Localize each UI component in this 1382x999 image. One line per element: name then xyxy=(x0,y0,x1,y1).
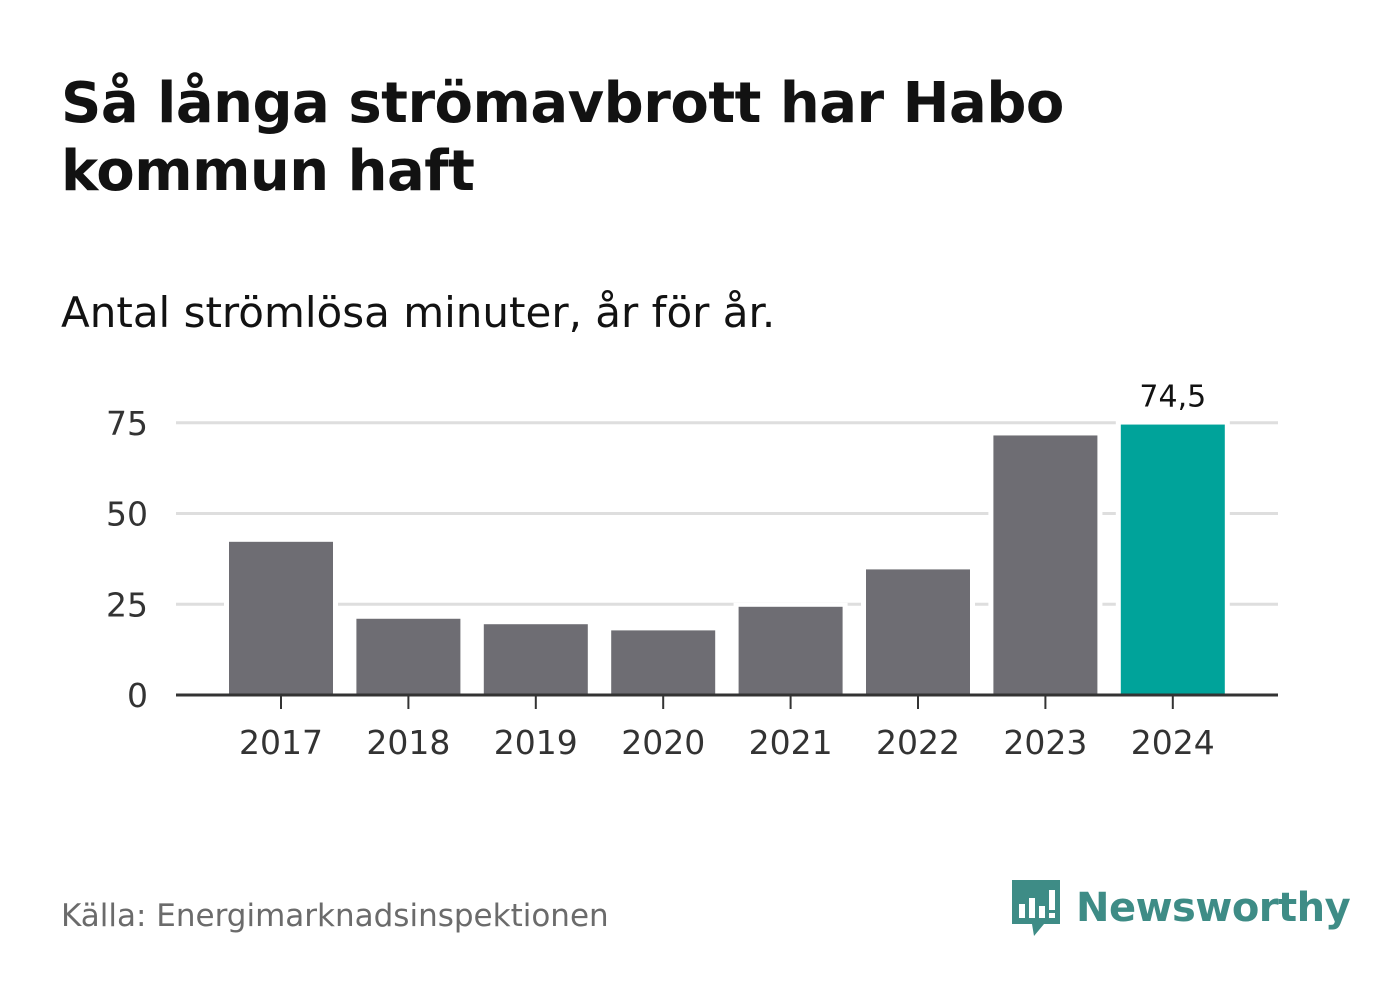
x-tick-label: 2022 xyxy=(876,723,960,762)
bar-2023 xyxy=(993,435,1098,695)
x-tick-label: 2024 xyxy=(1131,723,1215,762)
newsworthy-logo-icon xyxy=(1012,880,1060,936)
chart-title: Så långa strömavbrott har Habo kommun ha… xyxy=(61,71,1064,204)
bar-2018 xyxy=(356,618,461,695)
bar-2020 xyxy=(611,630,716,695)
chart-subtitle: Antal strömlösa minuter, år för år. xyxy=(61,288,776,337)
y-tick-label: 50 xyxy=(106,495,148,534)
x-tick-label: 2021 xyxy=(749,723,833,762)
labels: 0 25 50 75 2017 2018 2019 2020 2021 2022 2023 2024 7… xyxy=(106,380,1215,762)
x-tick-label: 2023 xyxy=(1003,723,1087,762)
brand-logo: Newsworthy xyxy=(1010,878,1351,938)
bar-2021 xyxy=(738,606,843,695)
bar-chart: 0 25 50 75 2017 2018 2019 2020 2021 2022 2023 2024 7… xyxy=(106,380,1278,762)
x-tick-label: 2018 xyxy=(366,723,450,762)
x-axis xyxy=(176,693,1278,709)
data-label: 74,5 xyxy=(1139,380,1206,415)
x-tick-label: 2017 xyxy=(239,723,323,762)
brand-name: Newsworthy xyxy=(1076,885,1351,931)
bar-2024 xyxy=(1120,424,1225,695)
source-note: Källa: Energimarknadsinspektionen xyxy=(61,898,609,934)
bar-2017 xyxy=(229,541,333,695)
y-tick-label: 75 xyxy=(106,404,148,443)
x-tick-label: 2019 xyxy=(494,723,578,762)
bars xyxy=(224,420,1230,695)
x-tick-label: 2020 xyxy=(621,723,705,762)
y-tick-label: 0 xyxy=(127,676,148,715)
bar-2022 xyxy=(866,569,970,695)
y-tick-label: 25 xyxy=(106,585,148,624)
gridlines xyxy=(176,421,1278,606)
bar-2019 xyxy=(483,624,588,695)
